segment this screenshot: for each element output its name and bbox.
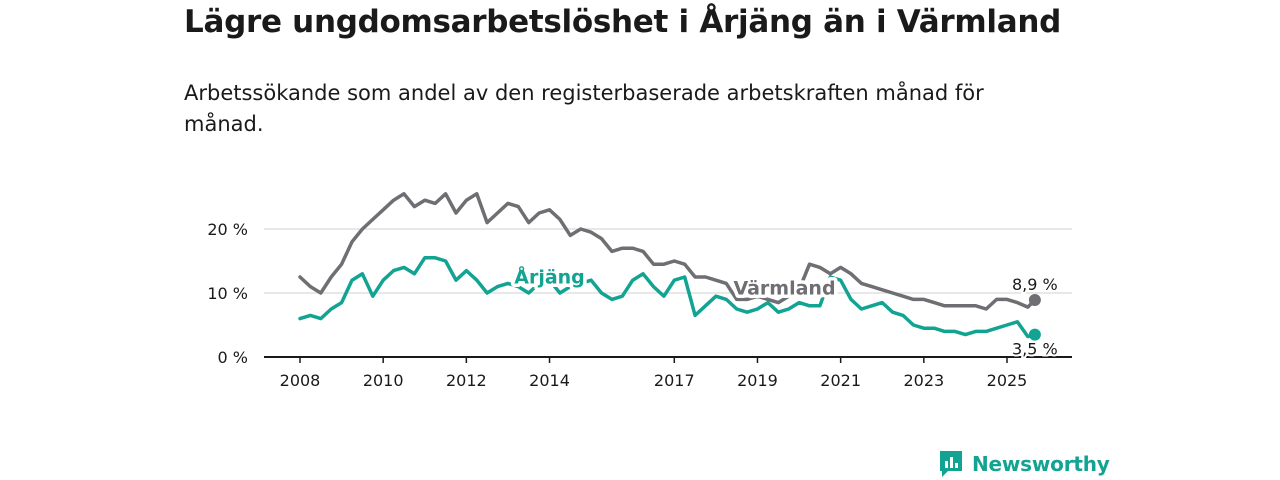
- y-tick-label: 10 %: [207, 284, 248, 303]
- x-tick-label: 2023: [903, 371, 944, 390]
- series-end-point: [1028, 328, 1041, 341]
- end-value-label: 3,5 %: [1012, 340, 1058, 359]
- x-tick-label: 2010: [363, 371, 404, 390]
- x-tick-label: 2014: [529, 371, 570, 390]
- brand-name: Newsworthy: [972, 452, 1110, 476]
- series-labels: Värmland Årjäng 8,9 % 3,5 %: [511, 261, 1060, 361]
- x-tick-label: 2012: [446, 371, 487, 390]
- x-axis-ticks: 2008 2010 2012 2014 2017 2019 2021 2023 2025: [280, 357, 1028, 390]
- y-axis-ticks: 0 % 10 % 20 %: [207, 220, 248, 367]
- chart-title: Lägre ungdomsarbetslöshet i Årjäng än i …: [184, 4, 1062, 40]
- series-lines: [298, 192, 1041, 341]
- newsworthy-logo: Newsworthy: [938, 449, 1110, 479]
- x-tick-label: 2025: [987, 371, 1028, 390]
- series-label-varmland: Värmland: [733, 277, 835, 299]
- end-value-label: 8,9 %: [1012, 275, 1058, 294]
- y-tick-label: 20 %: [207, 220, 248, 239]
- series-end-point: [1028, 294, 1041, 307]
- x-tick-label: 2019: [737, 371, 778, 390]
- series-line-varmland: [298, 192, 1037, 311]
- x-tick-label: 2021: [820, 371, 861, 390]
- x-tick-label: 2017: [654, 371, 695, 390]
- chart-subtitle: Arbetssökande som andel av den registerb…: [184, 81, 984, 136]
- bar-chart-logo-icon: [940, 451, 962, 477]
- x-tick-label: 2008: [280, 371, 321, 390]
- series-label-arjang: Årjäng: [514, 264, 585, 288]
- y-tick-label: 0 %: [218, 348, 248, 367]
- series-line-arjang: [298, 256, 1037, 339]
